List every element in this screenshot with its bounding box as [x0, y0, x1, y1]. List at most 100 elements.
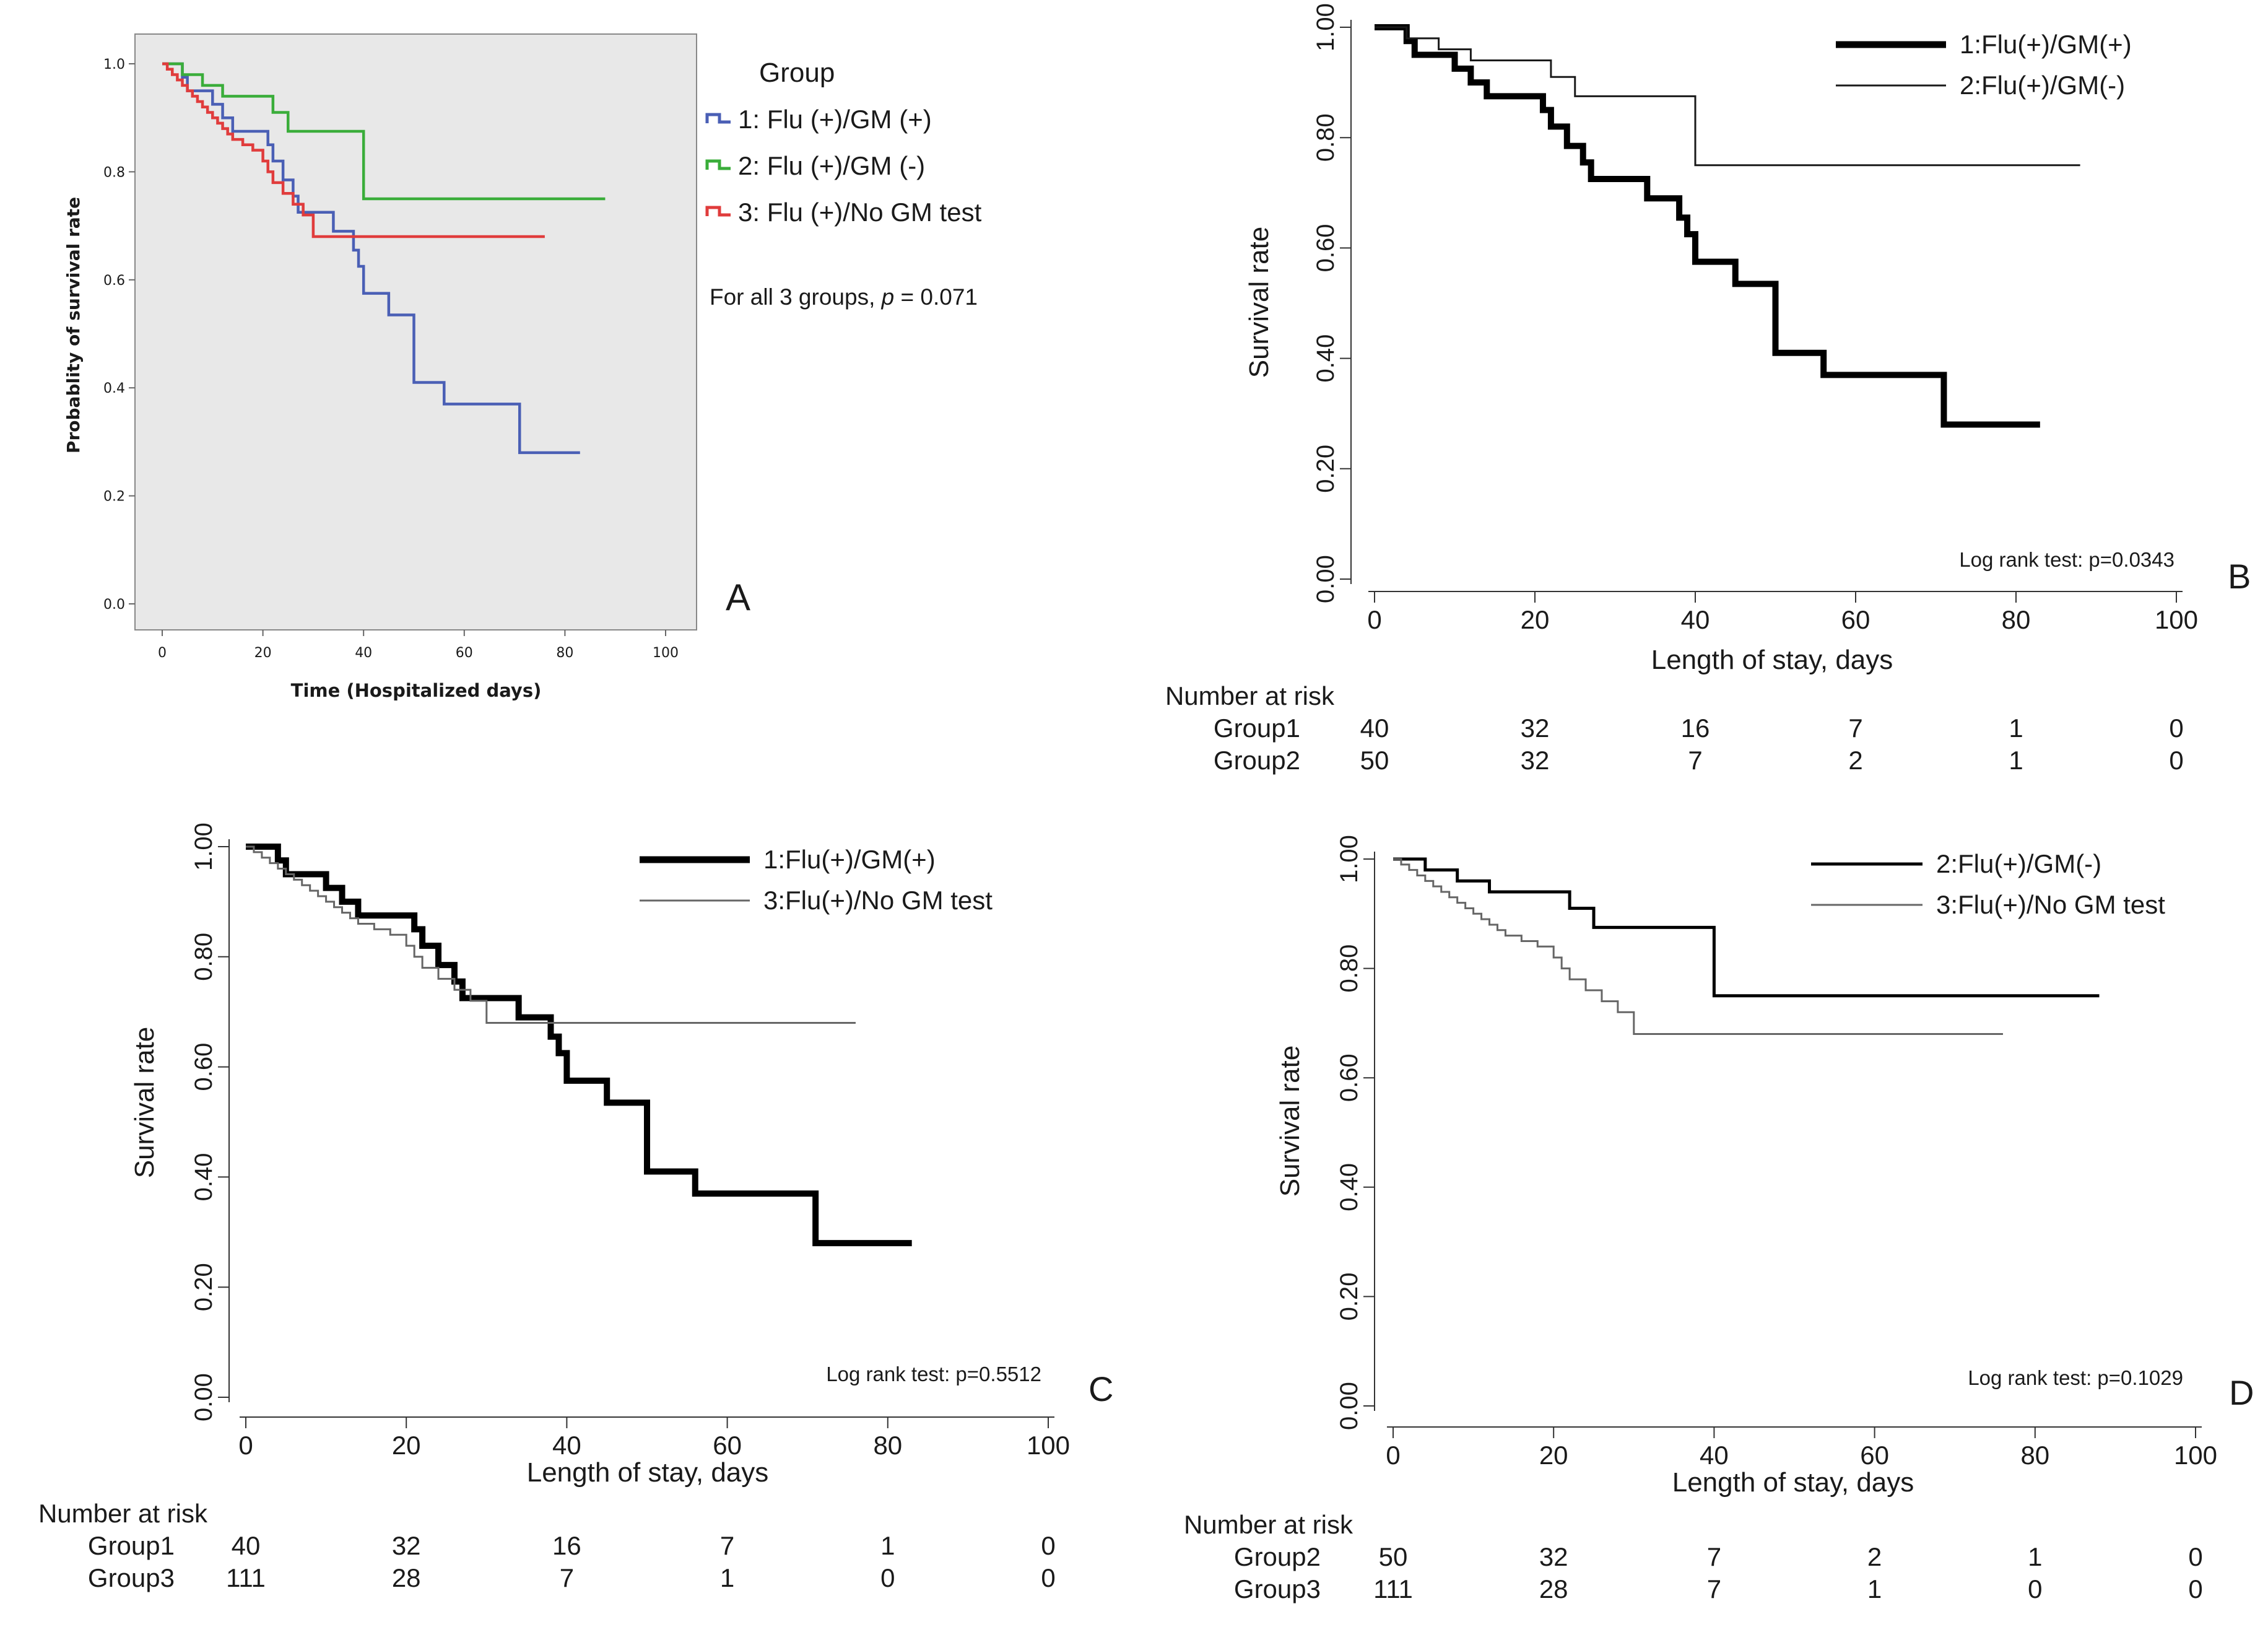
panel-d-y-tick-label: 0.00 — [1336, 1382, 1363, 1430]
panel-d-annotation: Log rank test: p=0.1029 — [1968, 1366, 2183, 1389]
panel-d-y-tick-label: 0.40 — [1336, 1163, 1363, 1211]
panel-a-y-tick-label: 1.0 — [103, 57, 125, 72]
panel-c-x-tick-label: 40 — [552, 1431, 581, 1460]
panel-c-x-title: Length of stay, days — [527, 1457, 769, 1488]
panel-c-risk-value: 0 — [880, 1563, 895, 1592]
panel-b-risk-value: 7 — [1688, 746, 1702, 775]
panel-b-risk-row-label: Group2 — [1214, 746, 1300, 775]
panel-d-risk-value: 1 — [2028, 1542, 2042, 1571]
panel-a-x-tick-label: 40 — [355, 645, 372, 661]
panel-c-letter: C — [1088, 1369, 1113, 1408]
panel-a-x-tick-label: 100 — [653, 645, 679, 661]
panel-c-y-tick-label: 0.60 — [190, 1043, 217, 1091]
panel-b-legend-label-1: 1:Flu(+)/GM(+) — [1960, 30, 2132, 59]
panel-b-x-tick-label: 60 — [1841, 605, 1870, 634]
panel-d-letter: D — [2229, 1373, 2254, 1412]
panel-d-risk-value: 0 — [2188, 1574, 2202, 1604]
panel-d-x-tick-label: 40 — [1700, 1441, 1729, 1470]
panel-c-risk-title: Number at risk — [38, 1499, 208, 1528]
panel-b-y-tick-label: 0.00 — [1312, 555, 1339, 603]
panel-d-risk-value: 7 — [1707, 1574, 1721, 1604]
panel-d-x-tick-label: 80 — [2020, 1441, 2049, 1470]
panel-a-letter: A — [726, 577, 750, 618]
panel-d-risk-value: 0 — [2028, 1574, 2042, 1604]
panel-b-y-tick-label: 0.20 — [1312, 445, 1339, 493]
panel-c-legend-label-2: 3:Flu(+)/No GM test — [763, 886, 993, 915]
panel-c-risk-value: 16 — [552, 1531, 581, 1560]
panel-c: Survival rate Length of stay, days 0.00 0… — [38, 822, 1114, 1592]
panel-a-legend-swatch-1 — [705, 113, 731, 124]
panel-d-y-tick-label: 1.00 — [1336, 835, 1363, 883]
panel-b-risk-value: 0 — [2169, 713, 2183, 743]
panel-d-risk-value: 28 — [1539, 1574, 1568, 1604]
panel-d-y-tick-label: 0.80 — [1336, 945, 1363, 993]
panel-c-risk-row-label: Group1 — [88, 1531, 175, 1560]
panel-b-risk-value: 32 — [1521, 746, 1550, 775]
panel-b-x-tick-label: 80 — [2002, 605, 2031, 634]
panel-a-x-tick-label: 20 — [254, 645, 272, 661]
panel-b-risk-value: 40 — [1360, 713, 1389, 743]
panel-d-risk-title: Number at risk — [1184, 1510, 1353, 1539]
panel-b-y-tick-label: 1.00 — [1312, 3, 1339, 51]
panel-d-risk-value: 2 — [1867, 1542, 1882, 1571]
panel-c-risk-value: 32 — [392, 1531, 421, 1560]
panel-c-risk-row-label: Group3 — [88, 1563, 175, 1592]
panel-c-risk-value: 0 — [1041, 1563, 1055, 1592]
panel-a-annotation: For all 3 groups, p = 0.071 — [710, 284, 978, 310]
panel-b-risk-value: 1 — [2009, 713, 2023, 743]
panel-a-y-title: Probablity of survival rate — [63, 197, 84, 453]
panel-d-y-title: Survival rate — [1275, 1045, 1305, 1197]
panel-c-x-tick-label: 0 — [238, 1431, 253, 1460]
panel-c-risk-value: 0 — [1041, 1531, 1055, 1560]
panel-b-risk-value: 32 — [1521, 713, 1550, 743]
panel-b-letter: B — [2228, 557, 2251, 596]
panel-c-y-title: Survival rate — [129, 1027, 160, 1179]
panel-d-risk-row-label: Group3 — [1234, 1574, 1321, 1604]
panel-a-y-tick-label: 0.2 — [103, 489, 125, 505]
panel-c-risk-value: 1 — [880, 1531, 895, 1560]
panel-a-legend-label-1: 1: Flu (+)/GM (+) — [738, 105, 932, 134]
panel-a: Probablity of survival rate Time (Hospit… — [63, 33, 982, 701]
panel-d-x-tick-label: 20 — [1539, 1441, 1568, 1470]
panel-b-x-title: Length of stay, days — [1651, 645, 1893, 675]
panel-b-series-2-line — [1375, 26, 2080, 167]
panel-c-risk-value: 28 — [392, 1563, 421, 1592]
panel-c-risk-value: 111 — [226, 1563, 266, 1592]
panel-d-legend-label-1: 2:Flu(+)/GM(-) — [1936, 849, 2101, 878]
panel-b-x-tick-label: 0 — [1367, 605, 1381, 634]
panel-b-x-tick-label: 20 — [1521, 605, 1550, 634]
panel-d-risk-value: 1 — [1867, 1574, 1882, 1604]
panel-c-y-tick-label: 1.00 — [190, 822, 217, 871]
panel-a-x-tick-label: 0 — [158, 645, 167, 661]
panel-c-y-tick-label: 0.80 — [190, 933, 217, 981]
panel-c-annotation: Log rank test: p=0.5512 — [826, 1363, 1041, 1385]
panel-a-x-title: Time (Hospitalized days) — [291, 680, 542, 701]
panel-c-x-tick-label: 100 — [1027, 1431, 1070, 1460]
panel-c-x-tick-label: 60 — [713, 1431, 742, 1460]
panel-d-risk-row-label: Group2 — [1234, 1542, 1321, 1571]
panel-b-risk-value: 50 — [1360, 746, 1389, 775]
panel-b-y-tick-label: 0.80 — [1312, 113, 1339, 162]
panel-b-x-tick-label: 40 — [1681, 605, 1710, 634]
panel-d-y-tick-label: 0.60 — [1336, 1054, 1363, 1102]
panel-a-legend-title: Group — [759, 58, 835, 88]
panel-b-series-1-line — [1375, 24, 2040, 428]
panel-d-risk-value: 50 — [1379, 1542, 1408, 1571]
panel-b-risk-value: 0 — [2169, 746, 2183, 775]
panel-c-risk-value: 1 — [720, 1563, 734, 1592]
panel-d-risk-value: 111 — [1373, 1574, 1413, 1604]
panel-d-risk-value: 32 — [1539, 1542, 1568, 1571]
panel-a-series-3-line — [162, 62, 545, 238]
panel-b-risk-value: 7 — [1848, 713, 1862, 743]
panel-d-risk-value: 0 — [2188, 1542, 2202, 1571]
panel-c-risk-value: 7 — [560, 1563, 574, 1592]
panel-c-x-tick-label: 80 — [873, 1431, 902, 1460]
panel-a-y-tick-label: 0.8 — [103, 165, 125, 180]
panel-a-y-tick-label: 0.6 — [103, 273, 125, 289]
panel-a-y-tick-label: 0.4 — [103, 381, 125, 396]
panel-a-legend-swatch-2 — [705, 159, 731, 170]
panel-d-legend-label-2: 3:Flu(+)/No GM test — [1936, 890, 2165, 919]
panel-a-x-tick-label: 60 — [456, 645, 473, 661]
panel-c-x-tick-label: 20 — [392, 1431, 421, 1460]
